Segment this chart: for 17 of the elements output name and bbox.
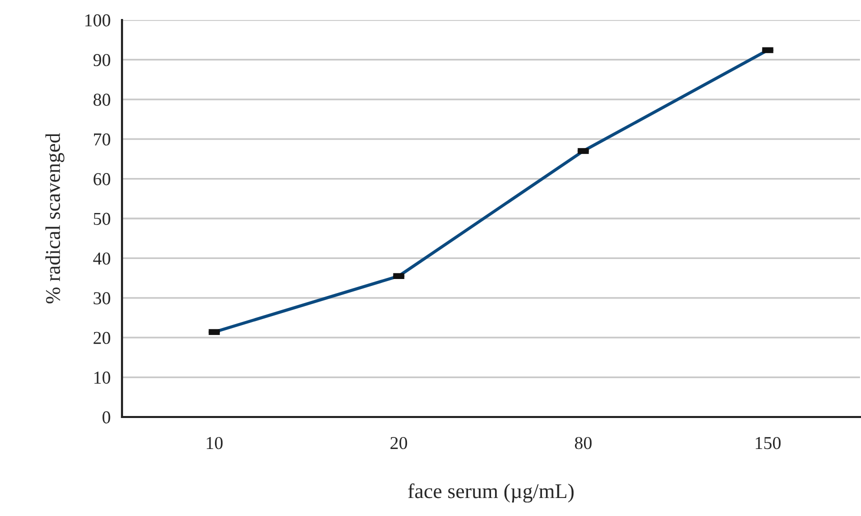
y-tick-label: 80	[94, 94, 110, 106]
y-axis-title: % radical scavenged	[45, 133, 64, 304]
y-tick-label: 90	[93, 54, 110, 66]
x-tick-label: 20	[390, 436, 408, 450]
x-axis-title: face serum (µg/mL)	[408, 483, 574, 503]
y-tick-label: 70	[94, 133, 110, 146]
x-tick-label: 10	[206, 436, 223, 450]
y-tick-label: 40	[93, 252, 110, 265]
y-tick-label: 60	[94, 173, 110, 186]
y-tick-label: 30	[94, 292, 110, 304]
y-tick-label: 10	[94, 372, 110, 384]
x-tick-label: 150	[756, 436, 781, 450]
y-tick-label: 0	[102, 411, 110, 424]
y-tick-label: 50	[94, 212, 110, 225]
y-tick-label: 20	[94, 332, 110, 344]
x-tick-label: 80	[574, 436, 592, 450]
y-tick-label: 100	[85, 14, 110, 26]
